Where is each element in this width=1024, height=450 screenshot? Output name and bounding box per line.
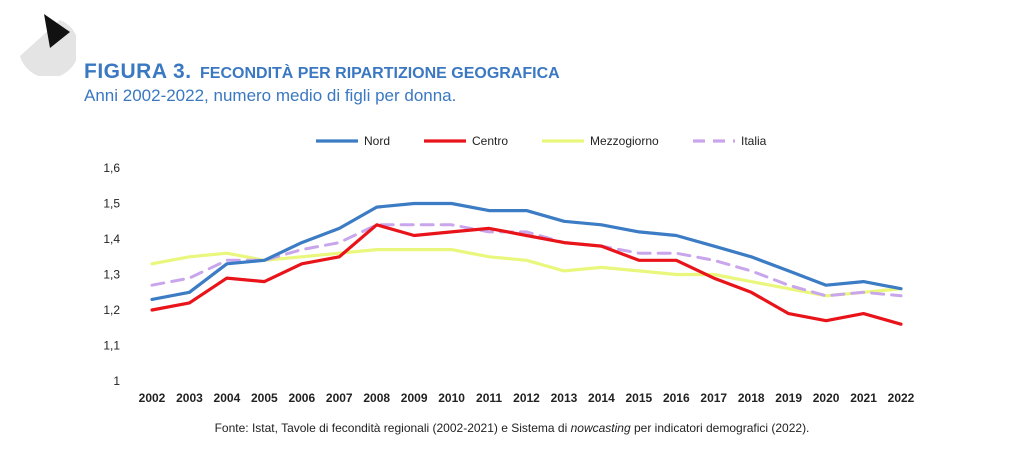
x-tick-label: 2022 — [888, 391, 915, 405]
x-tick-label: 2010 — [438, 391, 465, 405]
x-tick-label: 2011 — [476, 391, 502, 405]
legend-label-centro: Centro — [472, 134, 508, 148]
y-tick-label: 1,2 — [103, 303, 120, 317]
x-axis: 2002 2003 2004 2005 2006 2007 2008 2009 2010 2011… — [139, 391, 915, 405]
x-tick-label: 2004 — [214, 391, 241, 405]
legend: Nord Centro Mezzogiorno Italia — [316, 134, 767, 148]
y-tick-label: 1,3 — [103, 268, 120, 282]
figure-label: FIGURA 3. — [84, 60, 192, 83]
y-tick-label: 1,6 — [103, 161, 120, 175]
legend-label-mezzogiorno: Mezzogiorno — [590, 134, 659, 148]
source-prefix: Fonte: Istat, Tavole di fecondità region… — [214, 421, 571, 435]
series-line-nord — [150, 201, 903, 301]
figure-title: FECONDITÀ PER RIPARTIZIONE GEOGRAFICA — [200, 65, 560, 82]
x-tick-label: 2018 — [738, 391, 765, 405]
y-axis: 1 1,1 1,2 1,3 1,4 1,5 1,6 — [103, 161, 120, 388]
line-chart: Nord Centro Mezzogiorno Italia 1 1,1 1,2 1,3 1,… — [103, 134, 915, 405]
x-tick-label: 2017 — [700, 391, 727, 405]
x-tick-label: 2008 — [363, 391, 390, 405]
series-line-centro — [150, 223, 903, 326]
source-suffix: per indicatori demografici (2022). — [630, 421, 810, 435]
x-tick-label: 2013 — [551, 391, 578, 405]
x-tick-label: 2005 — [251, 391, 278, 405]
x-tick-label: 2006 — [288, 391, 315, 405]
y-tick-label: 1,4 — [103, 232, 120, 246]
series-line-mezzogiorno — [150, 248, 903, 298]
x-tick-label: 2009 — [401, 391, 428, 405]
legend-label-nord: Nord — [364, 134, 390, 148]
x-tick-label: 2021 — [850, 391, 877, 405]
logo-icon — [20, 14, 76, 76]
y-tick-label: 1,1 — [103, 339, 120, 353]
source-italic: nowcasting — [570, 421, 631, 435]
x-tick-label: 2002 — [139, 391, 166, 405]
x-tick-label: 2012 — [513, 391, 540, 405]
x-tick-label: 2003 — [176, 391, 203, 405]
y-tick-label: 1 — [113, 374, 120, 388]
series-line-italia — [150, 223, 903, 298]
x-tick-label: 2016 — [663, 391, 690, 405]
x-tick-label: 2015 — [625, 391, 652, 405]
chart-title: FIGURA 3. FECONDITÀ PER RIPARTIZIONE GEO… — [84, 60, 560, 84]
plot-area — [150, 201, 903, 326]
x-tick-label: 2019 — [775, 391, 802, 405]
source-note: Fonte: Istat, Tavole di fecondità region… — [0, 421, 1024, 435]
x-tick-label: 2007 — [326, 391, 353, 405]
x-tick-label: 2014 — [588, 391, 615, 405]
x-tick-label: 2020 — [813, 391, 840, 405]
y-tick-label: 1,5 — [103, 197, 120, 211]
chart-subtitle: Anni 2002-2022, numero medio di figli pe… — [84, 86, 457, 105]
legend-label-italia: Italia — [741, 134, 767, 148]
